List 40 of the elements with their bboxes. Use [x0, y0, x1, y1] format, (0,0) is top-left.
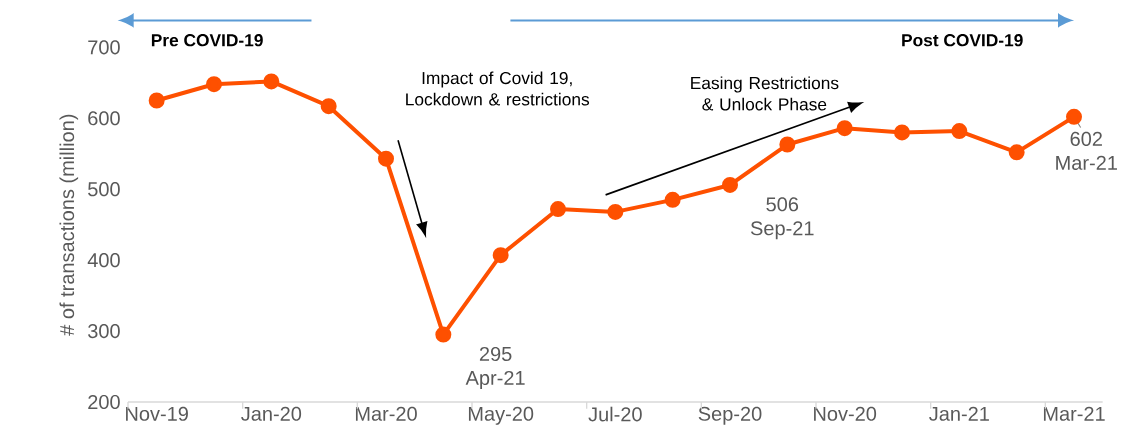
text: Post COVID-19: [902, 34, 1023, 47]
point: [836, 120, 853, 137]
x-tick-label: Jan-21: [929, 406, 989, 421]
point: [664, 191, 681, 208]
x-tick-label: Jan-20: [241, 406, 302, 421]
y-tick-label: 300: [88, 323, 120, 339]
point: [206, 76, 222, 93]
point: [148, 92, 165, 109]
point: [951, 123, 968, 140]
y-tick-label: 700: [88, 40, 120, 55]
y-axis-title: # of transactions (million): [59, 114, 79, 336]
point: [607, 203, 624, 220]
annotation: Impact of Covid 19, Lockdown & restrictions: [406, 71, 590, 106]
x-tick-label: Mar-21: [1043, 406, 1105, 421]
point: [378, 150, 394, 167]
x-tick-label: Mar-20: [355, 406, 417, 421]
x-tick-label: Sep-20: [698, 406, 762, 425]
point: [894, 124, 910, 141]
point: [1066, 108, 1082, 125]
annotation: Easing Restrictions & Unlock Phase: [691, 76, 839, 111]
y-tick-label: 500: [88, 182, 120, 197]
point: [779, 136, 796, 153]
y-tick-label: 200: [88, 394, 120, 410]
y-tick-label: 600: [88, 111, 120, 126]
point: [722, 176, 738, 193]
point: [1008, 144, 1025, 161]
point: [492, 247, 509, 264]
x-tick-label: Nov-20: [814, 406, 877, 421]
data-label: 295 Apr-21: [465, 346, 525, 389]
text: Pre COVID-19: [151, 34, 263, 47]
x-tick-label: Nov-19: [126, 406, 188, 421]
x-tick-label: May-20: [468, 406, 534, 425]
x-tick-label: Jul-20: [588, 406, 642, 422]
point: [263, 73, 280, 90]
data-label: 506 Sep-21: [750, 197, 814, 240]
data-label: 602 Mar-21: [1056, 131, 1117, 170]
point: [435, 326, 452, 343]
y-tick-label: 400: [87, 253, 120, 268]
point: [550, 201, 566, 218]
point: [320, 98, 337, 115]
